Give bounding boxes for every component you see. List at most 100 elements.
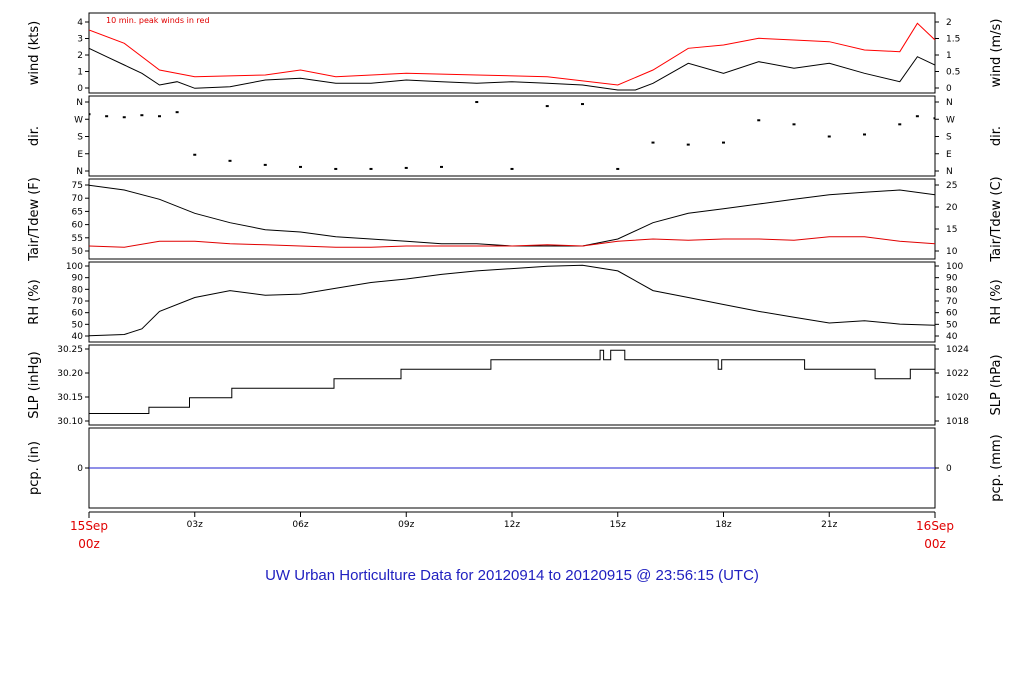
time-end-date: 16Sep	[916, 519, 954, 533]
slp-right-tick-label: 1020	[946, 393, 969, 403]
dir-left-tick-label: S	[77, 133, 83, 143]
dir-ylabel-right: dir.	[989, 126, 1004, 146]
dir-point	[89, 113, 91, 116]
pcp-right-tick-label: 0	[946, 464, 952, 474]
rh-left-tick-label: 50	[72, 320, 84, 330]
rh-right-tick-label: 70	[946, 297, 958, 307]
slp-ylabel-left: SLP (inHg)	[27, 351, 42, 419]
temp-right-tick-label: 15	[946, 225, 957, 235]
temp-right-tick-label: 20	[946, 203, 958, 213]
wind-frame	[88, 12, 936, 94]
dir-ylabel-left: dir.	[27, 126, 42, 146]
dir-point	[263, 163, 267, 166]
dir-right-tick-label: S	[946, 133, 952, 143]
temp-left-tick-label: 65	[72, 207, 83, 217]
rh-ylabel-right: RH (%)	[989, 279, 1004, 324]
temp-left-tick-label: 70	[72, 194, 84, 204]
dir-frame	[88, 95, 936, 177]
rh-ylabel-left: RH (%)	[27, 279, 42, 324]
dir-left-tick-label: W	[74, 115, 83, 125]
dir-right-tick-label: N	[946, 167, 953, 177]
dir-point	[915, 115, 919, 118]
slp-frame	[88, 344, 936, 426]
rh-series-0	[89, 264, 935, 337]
time-start-date: 15Sep	[70, 519, 108, 533]
time-tick-label: 09z	[398, 520, 414, 530]
rh-right-tick-label: 60	[946, 309, 958, 319]
wind-series-0	[89, 47, 935, 91]
rh-right-tick-label: 90	[946, 274, 958, 284]
wind-series-1	[89, 22, 935, 86]
time-tick-label: 12z	[504, 520, 520, 530]
dir-left-tick-label: N	[76, 167, 83, 177]
dir-point	[158, 115, 161, 118]
temp-panel: 50 55 60 65 70 75 10 15 20 25 Tair/Tdew (F) Tair/Td…	[27, 176, 1004, 262]
dir-point	[228, 159, 232, 162]
dir-point	[105, 115, 109, 118]
rh-left-tick-label: 90	[72, 274, 84, 284]
temp-frame	[88, 178, 936, 260]
dir-point	[581, 103, 584, 106]
pcp-left-tick-label: 0	[77, 464, 83, 474]
dir-point	[140, 114, 144, 117]
wind-right-tick-label: 0	[946, 84, 952, 94]
rh-right-tick-label: 40	[946, 332, 958, 342]
dir-point	[299, 165, 302, 168]
temp-right-tick-label: 10	[946, 247, 958, 257]
dir-point	[616, 167, 620, 170]
temp-left-tick-label: 75	[72, 181, 83, 191]
dir-right-tick-label: N	[946, 98, 953, 108]
dir-point	[334, 167, 338, 170]
slp-panel: 30.10 30.15 30.20 30.25 1018 1020 1022 1024 SLP …	[27, 344, 1004, 427]
wind-right-tick-label: 0.5	[946, 68, 960, 78]
dir-point	[193, 153, 197, 156]
rh-right-tick-label: 80	[946, 285, 958, 295]
dir-point	[122, 116, 126, 119]
rh-left-tick-label: 60	[72, 309, 84, 319]
temp-right-tick-label: 25	[946, 181, 957, 191]
rh-left-tick-label: 80	[72, 285, 84, 295]
slp-right-tick-label: 1024	[946, 345, 969, 355]
dir-right-tick-label: W	[946, 115, 955, 125]
pcp-ylabel-right: pcp. (mm)	[989, 434, 1004, 501]
time-start-hour: 00z	[78, 537, 100, 551]
slp-right-tick-label: 1022	[946, 369, 969, 379]
dir-point	[475, 101, 479, 104]
slp-right-tick-label: 1018	[946, 417, 969, 427]
dir-point	[757, 119, 761, 122]
time-tick-label: 18z	[715, 520, 731, 530]
wind-right-tick-label: 2	[946, 18, 952, 28]
dir-point	[686, 143, 690, 146]
rh-left-tick-label: 70	[72, 297, 84, 307]
rh-right-tick-label: 50	[946, 320, 958, 330]
dir-point	[404, 166, 408, 169]
temp-left-tick-label: 50	[72, 247, 84, 257]
dir-point	[792, 123, 796, 126]
slp-ylabel-right: SLP (hPa)	[989, 354, 1004, 415]
dir-point	[369, 167, 373, 170]
dir-point	[863, 133, 866, 136]
dir-point	[175, 111, 179, 114]
temp-ylabel-left: Tair/Tdew (F)	[27, 177, 42, 262]
temp-left-tick-label: 55	[72, 234, 83, 244]
dir-point	[722, 141, 725, 144]
dir-point	[545, 105, 549, 108]
wind-right-tick-label: 1	[946, 51, 952, 61]
dir-point	[440, 165, 443, 168]
slp-left-tick-label: 30.10	[57, 417, 83, 427]
dir-point	[510, 167, 514, 170]
time-tick-label: 03z	[187, 520, 203, 530]
slp-left-tick-label: 30.20	[57, 369, 83, 379]
wind-left-tick-label: 1	[77, 68, 83, 78]
rh-right-tick-label: 100	[946, 262, 963, 272]
dir-point	[898, 123, 902, 126]
time-tick-label: 21z	[821, 520, 837, 530]
dir-left-tick-label: E	[77, 150, 83, 160]
rh-left-tick-label: 40	[72, 332, 84, 342]
wind-ylabel-right: wind (m/s)	[989, 19, 1004, 88]
temp-ylabel-right: Tair/Tdew (C)	[989, 176, 1004, 262]
